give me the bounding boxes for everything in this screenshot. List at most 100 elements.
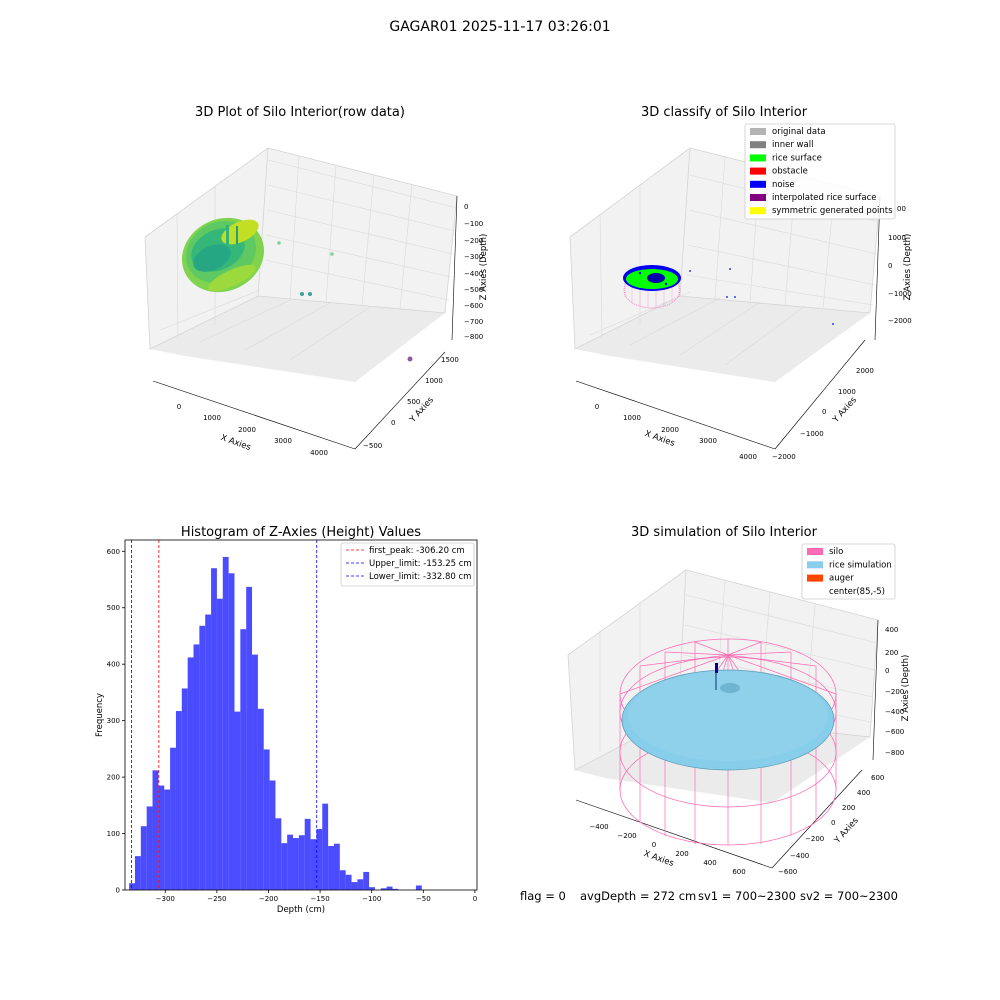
panel-raw-title: 3D Plot of Silo Interior(row data) [195,105,405,120]
raw-ztick: −100 [464,220,483,228]
histogram-plot-area: −300 −250 −200 −150 −100 −50 0 0 100 200 300 400 500… [107,539,478,903]
simulation-x-ticks: −400 −200 0 200 400 600 [589,823,745,876]
histogram-bar [298,835,305,890]
raw-z-label: Z Axies (Depth) [479,234,489,301]
histogram-bar [252,654,258,890]
simulation-ztick: −600 [885,728,904,736]
auger [715,663,718,690]
histogram-bar [380,888,387,890]
classify-xtick: 2000 [661,426,679,434]
raw-xtick: 4000 [310,449,328,457]
raw-ztick: −400 [464,270,483,278]
histogram-bar [369,887,375,890]
histogram-ytick-label: 100 [107,830,120,838]
raw-z-ticks: 0 −100 −200 −300 −400 −500 −600 −700 −80… [464,203,483,341]
histogram-y-label: Frequency [95,693,105,737]
simulation-ytick: −400 [790,852,809,860]
histogram-bar [333,843,340,890]
classify-legend-label: noise [772,180,795,190]
histogram-bar [269,780,276,890]
histogram-xtick-label: −50 [416,895,431,903]
panel-simulation-3d: 3D simulation of Silo Interior [567,525,911,876]
classify-ytick: 0 [822,408,826,416]
histogram-ytick-label: 500 [107,604,120,612]
histogram-bar [339,870,346,890]
histogram-bar [211,568,217,890]
classify-x-ticks: 0 1000 2000 3000 4000 [595,403,757,461]
status-line: flag = 0 avgDepth = 272 cm sv1 = 700~230… [520,889,898,903]
classify-legend-label: obstacle [772,167,808,177]
simulation-legend-label: center(85,-5) [829,587,885,597]
histogram-bar [328,845,334,890]
raw-ztick: −800 [464,333,483,341]
raw-ztick: 0 [464,203,468,211]
histogram-bar [181,688,188,890]
histogram-xtick-label: −200 [259,895,278,903]
classify-z-ticks: 00 1000 0 −1000 −2000 [888,205,912,325]
histogram-bar [146,806,153,890]
simulation-legend-label: rice simulation [829,560,892,570]
simulation-legend-label: silo [829,547,843,557]
figure-title: GAGAR01 2025-11-17 03:26:01 [389,19,610,35]
histogram-ytick-label: 300 [107,717,120,725]
classify-legend-swatch [750,128,766,135]
histogram-bar [199,625,206,890]
classify-ztick: −1000 [888,290,912,298]
simulation-xtick: 0 [652,841,656,849]
histogram-title: Histogram of Z-Axies (Height) Values [181,525,421,540]
simulation-xtick: −200 [617,832,636,840]
histogram-xtick-label: 0 [473,895,477,903]
raw-xtick: 0 [177,403,181,411]
status-sv1: sv1 = 700~2300 [698,889,796,903]
raw-x-label: X Axies [219,433,252,453]
histogram-ytick-label: 600 [107,548,120,556]
classify-legend-swatch [750,194,766,201]
histogram-bar [310,839,317,890]
simulation-xtick: 400 [703,859,716,867]
classify-z-label: Z Axies (Depth) [903,234,913,301]
simulation-xtick: 600 [732,868,745,876]
classify-legend-swatch [750,154,766,162]
histogram-bar [263,749,270,890]
status-sv2: sv2 = 700~2300 [800,889,898,903]
histogram-bar [386,886,393,890]
simulation-ztick: 400 [885,626,898,634]
histogram-bar [205,614,212,890]
panel-classify-3d: 3D classify of Silo Interior [569,105,913,461]
histogram-xtick-label: −300 [156,895,175,903]
panel-simulation-title: 3D simulation of Silo Interior [631,525,818,540]
histogram-frame [124,539,478,891]
raw-ytick: 0 [391,419,395,427]
histogram-bar [216,598,223,890]
histogram-bar [275,818,282,890]
classify-legend-swatch [750,167,766,175]
classify-legend-label: interpolated rice surface [772,193,877,203]
simulation-y-label: Y Axies [832,815,861,846]
classify-legend-label: rice surface [772,153,822,163]
status-avg-depth: avgDepth = 272 cm [580,889,696,903]
histogram-bar [129,883,135,890]
histogram-x-label: Depth (cm) [277,905,325,915]
histogram-bar [322,803,329,890]
classify-y-ticks: −2000 −1000 0 1000 2000 [772,367,874,461]
histogram-ytick-label: 200 [107,774,120,782]
classify-point-cloud [623,265,834,325]
histogram-ytick-label: 0 [116,887,120,895]
classify-ztick: 0 [888,262,892,270]
histogram-bar [134,856,141,890]
histogram-bar [281,843,288,890]
rice-simulation-surface [621,669,835,771]
simulation-ytick: 400 [857,789,870,797]
raw-ytick: 500 [407,398,420,406]
histogram-bar [222,556,229,890]
raw-xtick: 1000 [203,414,221,422]
simulation-z-ticks: 400 200 0 −200 −400 −600 −800 [885,626,904,757]
histogram-legend-label: first_peak: -306.20 cm [369,546,465,556]
histogram-bar [140,826,147,890]
raw-point-cloud [182,217,413,362]
simulation-ztick: 200 [885,649,898,657]
simulation-ztick: 0 [885,667,889,675]
classify-ytick: −2000 [772,453,796,461]
classify-ztick: −2000 [888,317,912,325]
